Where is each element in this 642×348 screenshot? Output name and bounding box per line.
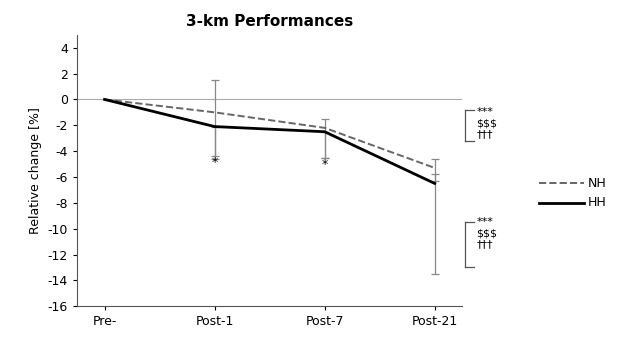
Text: $$$: $$$ — [476, 118, 498, 128]
Title: 3-km Performances: 3-km Performances — [186, 15, 353, 30]
Text: †††: ††† — [476, 239, 493, 249]
Text: *: * — [322, 158, 328, 171]
Text: ***: *** — [476, 107, 493, 117]
Text: †††: ††† — [476, 129, 493, 139]
Text: HH: HH — [587, 196, 606, 209]
Text: ***: *** — [476, 217, 493, 227]
Text: NH: NH — [587, 177, 606, 190]
Text: *: * — [211, 156, 218, 169]
Text: $$$: $$$ — [476, 228, 498, 238]
Y-axis label: Relative change [%]: Relative change [%] — [29, 107, 42, 234]
